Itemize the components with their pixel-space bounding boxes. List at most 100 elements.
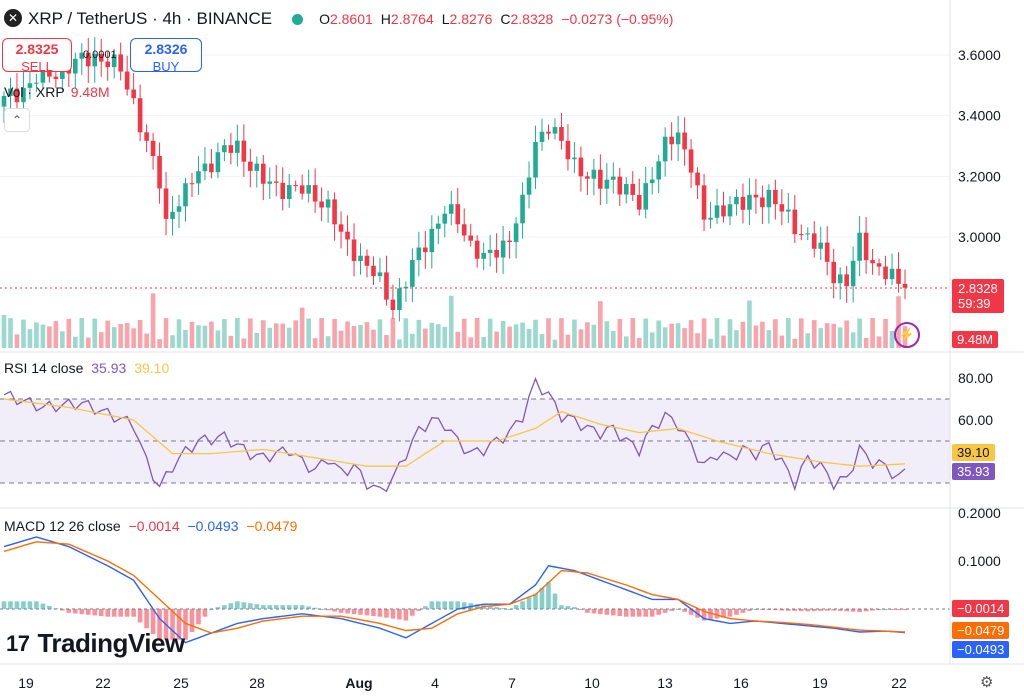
- candle-body: [73, 58, 78, 74]
- volume-bar: [371, 329, 376, 348]
- symbol-header[interactable]: XRP / TetherUS · 4h · BINANCE O2.8601 H2…: [28, 9, 673, 29]
- macd-histogram-bar: [539, 587, 545, 609]
- volume-bar: [526, 328, 532, 348]
- candle-body: [468, 235, 474, 241]
- candle-body: [79, 52, 85, 59]
- macd-tick-label: 0.1000: [958, 553, 1001, 569]
- candle-body: [21, 87, 26, 103]
- macd-hist-value: −0.0014: [128, 518, 180, 534]
- macd-histogram-bar: [513, 605, 519, 609]
- time-tick-label: Aug: [345, 675, 372, 691]
- volume-bar: [773, 319, 778, 348]
- candle-body: [60, 66, 65, 79]
- time-tick-label: 22: [891, 675, 907, 691]
- volume-bar: [539, 334, 545, 348]
- candle-body: [293, 185, 298, 187]
- volume-bar: [831, 323, 836, 348]
- buy-button[interactable]: 2.8326 BUY: [130, 38, 202, 74]
- macd-histogram-bar: [228, 603, 234, 609]
- volume-bar: [520, 322, 525, 348]
- candle-body: [371, 265, 376, 277]
- macd-histogram-bar: [734, 609, 739, 615]
- price-tick-label: 3.2000: [958, 168, 1001, 184]
- volume-bar: [889, 330, 895, 348]
- volume-bar: [591, 324, 597, 348]
- volume-bar: [390, 318, 396, 348]
- volume-bar: [429, 322, 435, 348]
- volume-bar: [267, 327, 273, 348]
- macd-histogram-bar: [429, 601, 435, 609]
- macd-histogram-bar: [448, 601, 454, 609]
- price-tick-label: 3.6000: [958, 47, 1001, 63]
- time-tick-label: 7: [508, 675, 516, 691]
- macd-histogram-bar: [124, 609, 130, 617]
- sell-button[interactable]: 2.8325 SELL: [2, 38, 72, 74]
- rsi-line: [3, 376, 906, 493]
- macd-histogram-bar: [753, 609, 759, 610]
- price-change: −0.0273 (−0.95%): [561, 11, 674, 27]
- volume-bar: [1, 315, 7, 348]
- macd-histogram-bar: [662, 609, 668, 613]
- volume-bar: [137, 319, 143, 348]
- volume-bar: [565, 334, 571, 348]
- candle-body: [474, 240, 480, 259]
- volume-bar: [649, 332, 655, 348]
- volume-bar: [338, 330, 344, 348]
- macd-histogram-bar: [144, 609, 149, 629]
- volume-bar: [105, 320, 111, 348]
- high-value: 2.8764: [390, 11, 434, 27]
- candle-body: [656, 161, 661, 180]
- price-tick-label: 3.0000: [958, 229, 1001, 245]
- macd-line-tag: −0.0493: [952, 641, 1010, 658]
- ohlc-values: O2.8601 H2.8764 L2.8276 C2.8328 −0.0273 …: [319, 11, 673, 27]
- volume-bar: [701, 318, 707, 348]
- volume-bar: [34, 322, 39, 348]
- candle-body: [92, 53, 98, 67]
- collapse-legend-button[interactable]: ⌃: [4, 108, 30, 132]
- macd-histogram-bar: [40, 603, 46, 609]
- lightning-icon[interactable]: ⚡: [894, 322, 920, 348]
- volume-bar: [416, 319, 422, 348]
- rsi-value: 35.93: [91, 360, 127, 376]
- volume-bar: [708, 338, 713, 348]
- macd-histogram-bar: [604, 609, 610, 615]
- tradingview-logo[interactable]: 17 TradingView: [6, 628, 185, 659]
- rsi-tag: 35.93: [952, 463, 995, 480]
- volume-bar: [734, 330, 739, 348]
- candle-body: [559, 127, 564, 141]
- macd-histogram-bar: [364, 609, 370, 616]
- candle-body: [124, 71, 130, 90]
- macd-histogram-bar: [630, 609, 636, 617]
- candle-body: [766, 189, 772, 208]
- macd-histogram-bar: [248, 603, 253, 609]
- volume-bar: [364, 322, 370, 348]
- volume-bar: [837, 327, 843, 348]
- candle-body: [105, 61, 111, 68]
- macd-histogram-bar: [14, 601, 20, 609]
- macd-line: [3, 536, 906, 644]
- candle-body: [131, 89, 136, 99]
- candle-body: [189, 183, 195, 185]
- macd-histogram-bar: [183, 609, 188, 640]
- symbol-title[interactable]: XRP / TetherUS · 4h · BINANCE: [28, 9, 273, 28]
- macd-histogram-bar: [902, 609, 908, 611]
- volume-bar: [273, 323, 279, 348]
- candle-body: [753, 194, 759, 198]
- macd-histogram-bar: [578, 609, 584, 610]
- volume-bar: [461, 318, 467, 348]
- volume-label: Vol · XRP: [4, 84, 65, 100]
- macd-histogram-bar: [170, 609, 175, 640]
- volume-bar: [818, 328, 824, 348]
- candle-body: [682, 132, 687, 150]
- macd-histogram-bar: [850, 609, 856, 612]
- volume-bar: [585, 322, 590, 348]
- volume-bar: [578, 329, 584, 348]
- candle-body: [481, 252, 486, 259]
- volume-bar: [254, 332, 260, 348]
- candle-body: [85, 52, 91, 67]
- volume-bar: [630, 318, 636, 348]
- macd-histogram-bar: [118, 609, 123, 617]
- volume-bar: [474, 318, 480, 348]
- settings-icon[interactable]: ⚙: [980, 674, 994, 691]
